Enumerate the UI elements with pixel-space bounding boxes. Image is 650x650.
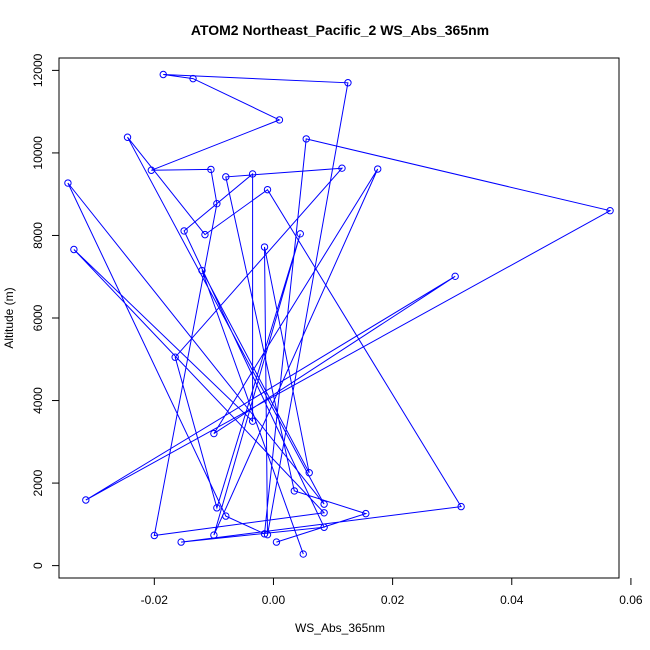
x-axis-title: WS_Abs_365nm	[295, 621, 385, 635]
y-tick-label: 10000	[31, 136, 45, 170]
x-tick-label: 0.04	[500, 593, 524, 607]
data-point	[147, 166, 156, 174]
data-point	[263, 185, 272, 194]
series-line	[67, 74, 612, 555]
data-point	[299, 550, 307, 558]
data-point	[210, 429, 218, 438]
y-axis: 0 2000 4000 6000 8000 10000 12000	[31, 53, 59, 569]
data-point	[362, 509, 370, 518]
data-point	[171, 353, 179, 361]
data-point	[374, 165, 382, 173]
x-tick-label: -0.02	[141, 593, 169, 607]
x-tick-label: 0.02	[381, 593, 405, 607]
data-point	[213, 199, 221, 208]
data-point	[451, 272, 459, 281]
data-point	[210, 531, 218, 539]
data-point	[272, 538, 281, 546]
y-tick-label: 6000	[31, 304, 45, 331]
data-point	[606, 206, 614, 215]
data-point	[248, 170, 257, 178]
data-point	[320, 523, 328, 531]
data-point	[177, 538, 185, 546]
data-point	[457, 502, 465, 511]
data-point	[275, 116, 284, 124]
data-point	[159, 70, 167, 79]
data-point	[344, 79, 352, 87]
data-point	[248, 417, 257, 425]
data-point	[260, 530, 269, 538]
data-point	[207, 165, 215, 174]
data-point	[263, 530, 272, 539]
data-point	[198, 266, 206, 275]
data-point	[305, 469, 313, 477]
data-point	[296, 230, 304, 238]
y-tick-label: 0	[31, 562, 45, 569]
data-point	[320, 500, 328, 508]
data-point	[213, 504, 221, 512]
data-point	[150, 531, 159, 540]
data-point	[260, 243, 269, 251]
y-tick-label: 8000	[31, 222, 45, 249]
plot-frame	[58, 57, 620, 579]
chart-title: ATOM2 Northeast_Pacific_2 WS_Abs_365nm	[191, 22, 489, 38]
data-point	[320, 509, 328, 517]
x-tick-label: 0.06	[619, 593, 643, 607]
data-point	[180, 227, 188, 235]
data-point	[222, 173, 230, 181]
data-point	[290, 487, 299, 495]
series-group	[64, 70, 614, 558]
data-point	[82, 496, 90, 504]
y-tick-label: 2000	[31, 469, 45, 496]
data-point	[338, 164, 346, 172]
data-point	[302, 135, 310, 143]
x-tick-label: 0.00	[262, 593, 286, 607]
x-axis: -0.02 0.00 0.02 0.04 0.06	[141, 578, 643, 607]
data-point	[70, 245, 78, 254]
data-point	[201, 230, 209, 239]
data-point	[64, 179, 72, 187]
y-tick-label: 4000	[31, 387, 45, 414]
y-axis-title: Altitude (m)	[2, 287, 16, 348]
y-tick-label: 12000	[31, 53, 45, 87]
data-point	[123, 133, 132, 141]
data-point	[189, 74, 197, 83]
data-point	[222, 512, 230, 520]
